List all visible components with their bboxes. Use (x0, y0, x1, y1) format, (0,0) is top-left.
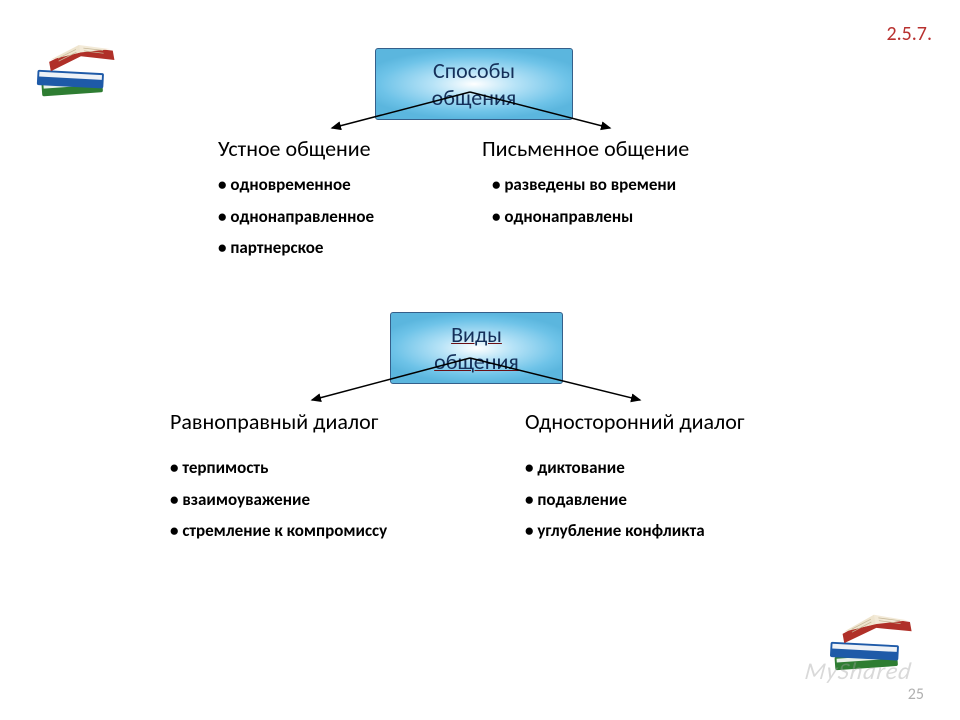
slide: 2.5.7. Спосо (0, 0, 960, 720)
bullet-text: подавление (537, 489, 627, 510)
bullet-text: взаимоуважение (182, 489, 310, 510)
section2-arrows (0, 0, 960, 430)
section2-right-bullets: • диктование • подавление • углубление к… (525, 455, 785, 550)
bullet-text: диктование (537, 457, 624, 478)
bullet-text: стремление к компромиссу (182, 520, 387, 541)
watermark: MyShared (803, 657, 914, 686)
section2-left-heading: Равноправный диалог (170, 408, 378, 435)
page-number: 25 (908, 685, 924, 704)
section2-left-bullets: • терпимость • взаимоуважение • стремлен… (170, 455, 450, 550)
bullet-text: терпимость (182, 457, 268, 478)
bullet-text: углубление конфликта (537, 520, 704, 541)
section2-right-heading: Односторонний диалог (525, 408, 744, 435)
